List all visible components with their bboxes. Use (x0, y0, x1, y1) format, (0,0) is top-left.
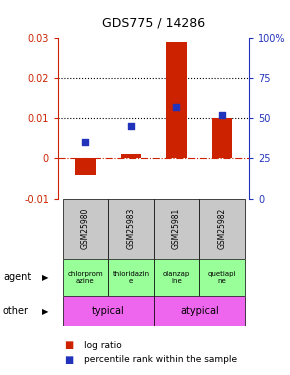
Text: GSM25982: GSM25982 (218, 208, 226, 249)
Bar (154, 259, 199, 296)
Bar (75, 158, 96, 175)
Text: quetiapi
ne: quetiapi ne (208, 271, 236, 284)
Text: ■: ■ (64, 355, 73, 365)
Text: log ratio: log ratio (84, 340, 122, 350)
Text: GSM25981: GSM25981 (172, 208, 181, 249)
Text: GSM25983: GSM25983 (126, 208, 135, 249)
Text: typical: typical (92, 306, 124, 316)
Bar (63, 259, 108, 296)
Bar (63, 296, 154, 326)
Bar (199, 199, 245, 259)
Bar (199, 259, 245, 296)
Bar (212, 118, 232, 158)
Text: thioridazin
e: thioridazin e (112, 271, 149, 284)
Text: agent: agent (3, 273, 31, 282)
Bar (166, 42, 187, 158)
Point (174, 104, 179, 110)
Bar (108, 259, 154, 296)
Text: other: other (3, 306, 29, 316)
Point (83, 140, 88, 146)
Bar (154, 199, 199, 259)
Text: ▶: ▶ (42, 273, 48, 282)
Text: olanzap
ine: olanzap ine (163, 271, 190, 284)
Text: ■: ■ (64, 340, 73, 350)
Text: chlorprom
azine: chlorprom azine (68, 271, 103, 284)
Bar (63, 199, 108, 259)
Text: GDS775 / 14286: GDS775 / 14286 (102, 17, 205, 30)
Point (128, 123, 133, 129)
Point (220, 112, 224, 118)
Bar (108, 199, 154, 259)
Bar (121, 154, 141, 158)
Text: percentile rank within the sample: percentile rank within the sample (84, 356, 237, 364)
Text: ▶: ▶ (42, 307, 48, 316)
Bar (154, 296, 245, 326)
Text: atypical: atypical (180, 306, 219, 316)
Text: GSM25980: GSM25980 (81, 208, 90, 249)
